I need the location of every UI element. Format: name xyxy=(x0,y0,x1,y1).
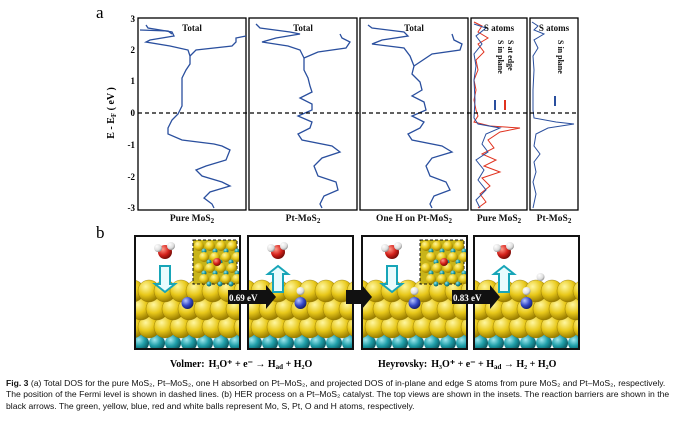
barrier-arrow-2: 0.83 eV xyxy=(452,285,500,309)
ytick-1: 1 xyxy=(131,76,136,86)
middle-arrow xyxy=(346,285,372,309)
dos-curve-pure-top xyxy=(139,29,173,35)
dos-curve-pure xyxy=(143,24,232,209)
dos-curve-h-right xyxy=(413,33,463,67)
dos-panel-s-pure xyxy=(470,17,528,211)
volmer-equation: Volmer: H₃O⁺ + e⁻ → Had + H₂O xyxy=(170,359,313,371)
y-ticks: 3 2 1 0 -1 -2 -3 xyxy=(128,14,136,213)
panel-title-2: Total xyxy=(293,23,313,33)
bottom-label-4: Pure MoS2 xyxy=(477,214,522,225)
caption-text: (a) Total DOS for the pure MoS₂, Pt–MoS₂… xyxy=(6,378,670,411)
panel-label-a: a xyxy=(96,3,104,22)
dos-curve-s-pure-blue xyxy=(473,23,502,209)
ytick-m2: -2 xyxy=(128,172,136,182)
panel-label-b: b xyxy=(96,223,105,242)
caption-fig-number: Fig. 3 xyxy=(6,378,29,388)
ytick-m3: -3 xyxy=(128,203,136,213)
figure-caption: Fig. 3 (a) Total DOS for the pure MoS₂, … xyxy=(6,378,674,412)
panel-title-4: S atoms xyxy=(484,23,515,33)
bottom-label-2: Pt-MoS2 xyxy=(286,214,321,225)
bottom-label-5: Pt-MoS2 xyxy=(537,214,572,225)
panel-title-1: Total xyxy=(182,23,202,33)
barrier-arrow-1: 0.69 eV xyxy=(228,285,276,309)
panel-title-3: Total xyxy=(404,23,424,33)
barrier-2-label: 0.83 eV xyxy=(453,293,482,303)
heyrovsky-equation: Heyrovsky: H₃O⁺ + e⁻ + Had → H₂ + H₂O xyxy=(378,359,557,371)
dos-panel-s-pt xyxy=(529,17,579,211)
ytick-m1: -1 xyxy=(128,140,136,150)
dos-panel-h xyxy=(359,17,469,211)
bottom-label-3: One H on Pt-MoS2 xyxy=(376,214,453,225)
snapshot-3 xyxy=(361,235,468,350)
barrier-1-label: 0.69 eV xyxy=(229,293,258,303)
svg-text:E - EF ( eV ): E - EF ( eV ) xyxy=(106,87,118,139)
bottom-label-1: Pure MoS2 xyxy=(170,214,215,225)
snapshot-2 xyxy=(247,235,354,350)
panel-titles: Total Total Total S atoms S atoms xyxy=(182,23,569,33)
panel-bottom-labels: Pure MoS2 Pt-MoS2 One H on Pt-MoS2 Pure … xyxy=(170,214,572,225)
ytick-3: 3 xyxy=(131,14,136,24)
y-axis-label: E - EF ( eV ) xyxy=(106,87,118,139)
dos-curve-pt-right xyxy=(303,33,351,59)
legend-pure-item-2: S at edge xyxy=(506,40,515,71)
legend-pure-item-1: S in plane xyxy=(496,40,505,74)
ytick-2: 2 xyxy=(131,45,136,55)
dos-curve-s-pure-red xyxy=(473,21,521,209)
figure-3: a b E - EF ( eV ) 3 2 1 0 -1 -2 -3 xyxy=(96,3,580,371)
panel-title-5: S atoms xyxy=(539,23,570,33)
dos-panel-pt xyxy=(248,17,358,211)
legend-pure: S in plane S at edge xyxy=(494,40,515,110)
legend-pt: S in plane xyxy=(554,40,565,106)
snapshot-1 xyxy=(134,235,241,350)
dos-panels xyxy=(137,17,579,211)
ytick-0: 0 xyxy=(131,108,136,118)
legend-pt-item-1: S in plane xyxy=(556,40,565,74)
dos-curve-s-pt xyxy=(531,21,575,209)
dos-curve-pure-right xyxy=(189,35,247,57)
dos-curve-pt xyxy=(255,23,342,209)
dos-panel-pure xyxy=(137,17,247,211)
